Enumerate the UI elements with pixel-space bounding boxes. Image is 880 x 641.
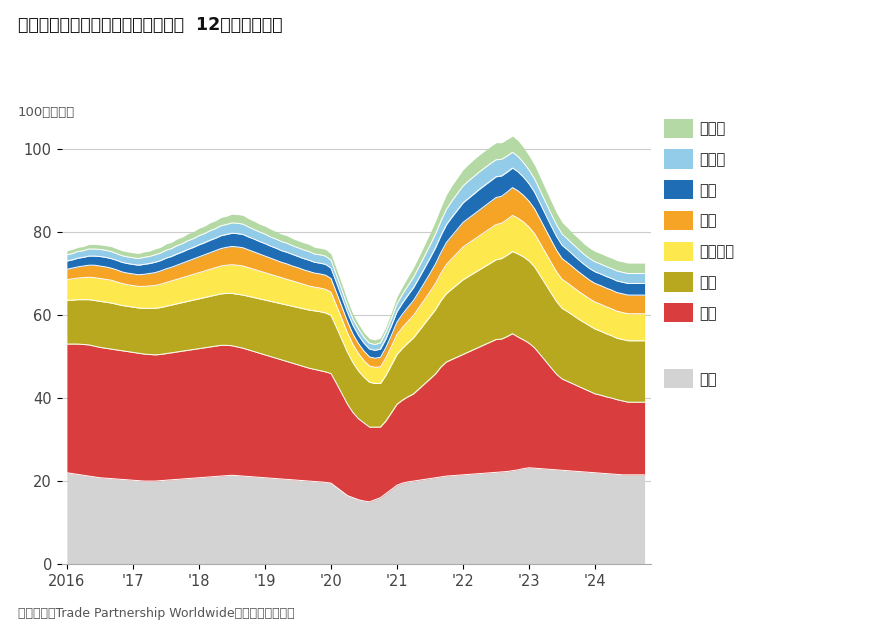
Text: 印度: 印度 <box>700 213 717 229</box>
Text: 墨西哥: 墨西哥 <box>700 121 726 137</box>
Text: 数据来源：Trade Partnership Worldwide，美国人口普查局: 数据来源：Trade Partnership Worldwide，美国人口普查局 <box>18 608 294 620</box>
Text: 孟加拉国: 孟加拉国 <box>700 244 735 260</box>
Text: 中国: 中国 <box>700 306 717 321</box>
Text: 越南: 越南 <box>700 275 717 290</box>
Text: 印尼: 印尼 <box>700 183 717 198</box>
Text: 100十亿美元: 100十亿美元 <box>18 106 75 119</box>
Text: 其他: 其他 <box>700 372 717 387</box>
Text: 柬埔寨: 柬埔寨 <box>700 152 726 167</box>
Text: 服装：按来源国划分的美国进口额，  12个月滚动总额: 服装：按来源国划分的美国进口额， 12个月滚动总额 <box>18 16 282 34</box>
